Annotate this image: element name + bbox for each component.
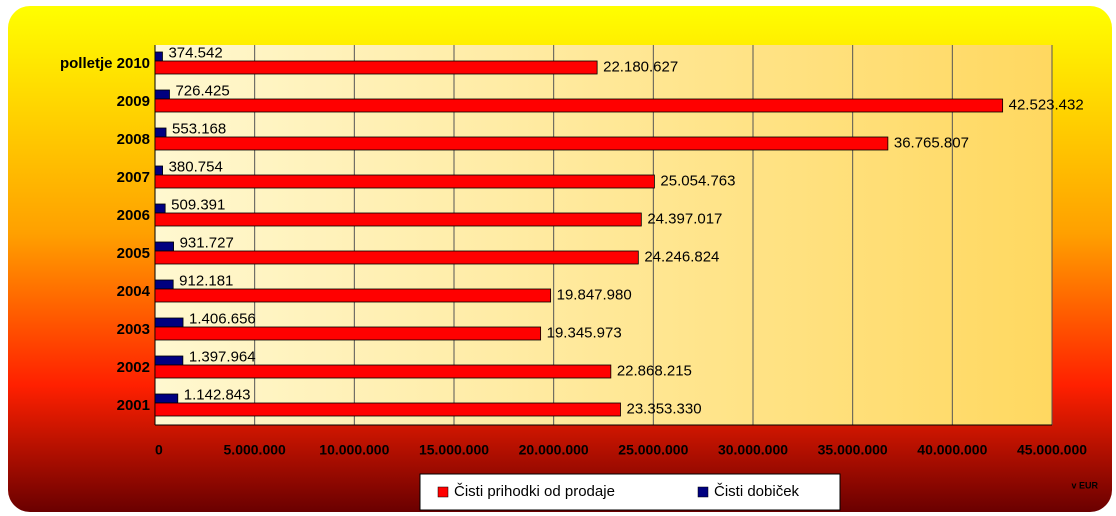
y-tick-label: 2008 bbox=[117, 131, 150, 148]
x-tick-label: 5.000.000 bbox=[224, 442, 286, 458]
legend-label: Čisti prihodki od prodaje bbox=[454, 483, 615, 500]
bar bbox=[154, 393, 179, 404]
bar bbox=[154, 212, 642, 227]
bar bbox=[154, 355, 184, 366]
x-tick-label: 20.000.000 bbox=[519, 442, 589, 458]
bar bbox=[154, 174, 655, 189]
x-tick-label: 40.000.000 bbox=[917, 442, 987, 458]
data-label: 1.142.843 bbox=[184, 386, 251, 403]
data-label: 25.054.763 bbox=[660, 172, 735, 189]
unit-label: v EUR bbox=[1071, 480, 1098, 490]
y-tick-label: 2001 bbox=[117, 397, 150, 414]
bar bbox=[154, 51, 163, 62]
y-tick-label: 2005 bbox=[117, 245, 150, 262]
bar bbox=[154, 60, 598, 75]
data-label: 22.868.215 bbox=[617, 362, 692, 379]
bar bbox=[154, 89, 170, 100]
bar bbox=[154, 136, 889, 151]
y-tick-label: 2006 bbox=[117, 207, 150, 224]
data-label: 36.765.807 bbox=[894, 134, 969, 151]
y-tick-label: 2007 bbox=[117, 169, 150, 186]
bar bbox=[154, 203, 166, 214]
bar bbox=[154, 326, 542, 341]
x-tick-label: 25.000.000 bbox=[618, 442, 688, 458]
y-tick-label: 2002 bbox=[117, 359, 150, 376]
legend-swatch bbox=[437, 486, 449, 498]
bar bbox=[154, 364, 612, 379]
bar bbox=[154, 288, 552, 303]
data-label: 509.391 bbox=[171, 196, 225, 213]
data-label: 553.168 bbox=[172, 120, 226, 137]
x-tick-label: 45.000.000 bbox=[1017, 442, 1087, 458]
legend-label: Čisti dobiček bbox=[714, 483, 800, 500]
bar bbox=[154, 279, 174, 290]
x-tick-label: 35.000.000 bbox=[818, 442, 888, 458]
data-label: 380.754 bbox=[169, 158, 223, 175]
y-tick-label: 2004 bbox=[117, 283, 151, 300]
x-tick-label: 30.000.000 bbox=[718, 442, 788, 458]
data-label: 912.181 bbox=[179, 272, 233, 289]
bar bbox=[154, 317, 184, 328]
bar bbox=[154, 127, 167, 138]
bar bbox=[154, 250, 639, 265]
data-label: 19.847.980 bbox=[557, 286, 632, 303]
bar bbox=[154, 241, 174, 252]
data-label: 1.406.656 bbox=[189, 310, 256, 327]
data-label: 931.727 bbox=[180, 234, 234, 251]
x-tick-label: 0 bbox=[155, 442, 163, 458]
data-label: 1.397.964 bbox=[189, 348, 256, 365]
data-label: 726.425 bbox=[175, 82, 229, 99]
data-label: 19.345.973 bbox=[547, 324, 622, 341]
x-tick-label: 15.000.000 bbox=[419, 442, 489, 458]
y-tick-label: polletje 2010 bbox=[60, 55, 150, 72]
y-tick-label: 2009 bbox=[117, 93, 150, 110]
data-label: 23.353.330 bbox=[627, 400, 702, 417]
bar bbox=[154, 98, 1004, 113]
data-label: 42.523.432 bbox=[1009, 96, 1084, 113]
data-label: 24.246.824 bbox=[644, 248, 719, 265]
data-label: 24.397.017 bbox=[647, 210, 722, 227]
data-label: 22.180.627 bbox=[603, 58, 678, 75]
data-label: 374.542 bbox=[168, 44, 222, 61]
bar bbox=[154, 402, 621, 417]
legend-swatch bbox=[697, 486, 709, 498]
x-tick-label: 10.000.000 bbox=[319, 442, 389, 458]
legend bbox=[419, 473, 841, 511]
y-tick-label: 2003 bbox=[117, 321, 150, 338]
bar bbox=[154, 165, 163, 176]
